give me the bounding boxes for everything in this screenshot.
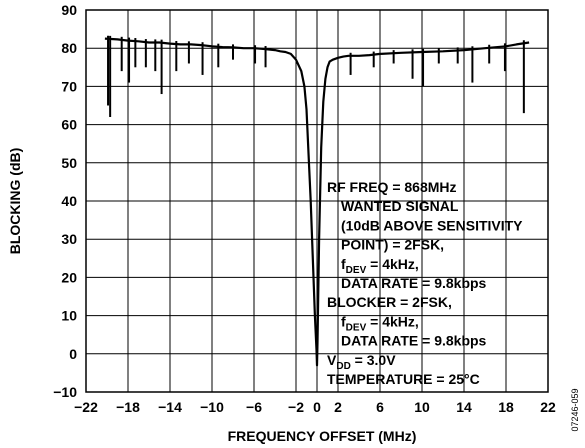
annotation-line: RF FREQ = 868MHz (327, 179, 457, 195)
plot-frame (85, 9, 549, 393)
x-tick-label: −22 (74, 399, 98, 415)
y-tick-label: 50 (61, 155, 77, 171)
x-tick-label: 10 (414, 399, 430, 415)
blocking-series-line (104, 37, 530, 367)
annotation-line: WANTED SIGNAL (341, 198, 459, 214)
figure-id: 07246-059 (570, 388, 580, 431)
y-tick-label: 10 (61, 308, 77, 324)
x-tick-label: 6 (376, 399, 384, 415)
y-tick-label: 90 (61, 2, 77, 18)
chart-annotation: RF FREQ = 868MHz WANTED SIGNAL (10dB ABOVE… (327, 179, 523, 387)
annotation-line: TEMPERATURE = 25°C (327, 371, 480, 387)
annotation-line: POINT) = 2FSK, (341, 237, 444, 253)
x-tick-label: 14 (456, 399, 472, 415)
x-tick-label: −18 (116, 399, 140, 415)
annotation-line: DATA RATE = 9.8kbps (341, 333, 487, 349)
y-tick-label: 70 (61, 78, 77, 94)
y-tick-label: 20 (61, 269, 77, 285)
x-tick-label: −14 (158, 399, 182, 415)
y-tick-label: 80 (61, 40, 77, 56)
y-axis-title: BLOCKING (dB) (7, 148, 23, 255)
x-tick-labels: −22 −18 −14 −10 −6 −2 0 2 6 10 14 18 22 (74, 399, 556, 415)
y-tick-label: 40 (61, 193, 77, 209)
x-tick-label: 0 (313, 399, 321, 415)
y-tick-label: −10 (53, 384, 77, 400)
annotation-line: fDEV = 4kHz, (341, 313, 419, 333)
y-tick-label: 30 (61, 231, 77, 247)
annotation-line: VDD = 3.0V (327, 352, 396, 372)
x-tick-label: 22 (540, 399, 556, 415)
annotation-line: DATA RATE = 9.8kbps (341, 275, 487, 291)
x-tick-label: −2 (288, 399, 304, 415)
y-tick-label: 0 (69, 346, 77, 362)
x-tick-label: 2 (334, 399, 342, 415)
annotation-line: (10dB ABOVE SENSITIVITY (341, 217, 523, 233)
x-axis-title: FREQUENCY OFFSET (MHz) (228, 428, 417, 444)
y-tick-labels: −10 0 10 20 30 40 50 60 70 80 90 (53, 2, 77, 400)
y-tick-label: 60 (61, 117, 77, 133)
x-tick-label: −10 (200, 399, 224, 415)
noise-spikes (107, 35, 525, 117)
annotation-line: BLOCKER = 2FSK, (327, 294, 452, 310)
x-tick-label: −6 (246, 399, 262, 415)
annotation-line: fDEV = 4kHz, (341, 256, 419, 276)
x-tick-label: 18 (498, 399, 514, 415)
